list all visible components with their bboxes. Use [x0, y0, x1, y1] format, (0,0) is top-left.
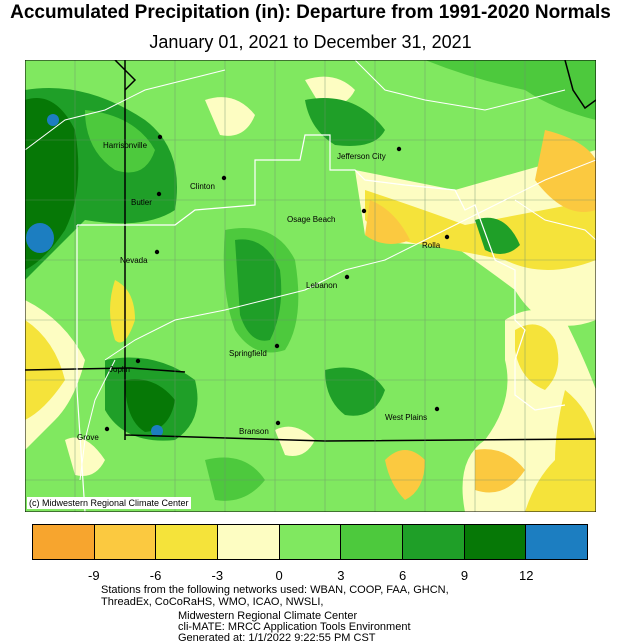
city-harrisonville: Harrisonville: [103, 134, 163, 150]
legend-tick-label: -9: [87, 568, 100, 583]
legend-swatch: [33, 525, 95, 559]
map-credit: (c) Midwestern Regional Climate Center: [27, 497, 191, 509]
svg-text:West Plains: West Plains: [385, 413, 427, 422]
footer-line-4: cli-MATE: MRCC Application Tools Environ…: [178, 621, 411, 633]
svg-text:Lebanon: Lebanon: [306, 281, 337, 290]
legend-swatch: [94, 525, 157, 559]
city-clinton: Clinton: [190, 175, 227, 191]
legend-swatch: [218, 525, 280, 559]
legend-swatch: [526, 525, 588, 559]
map-title: Accumulated Precipitation (in): Departur…: [10, 2, 611, 23]
svg-text:Nevada: Nevada: [120, 256, 148, 265]
svg-text:Osage Beach: Osage Beach: [287, 215, 335, 224]
legend-tick-label: 12: [518, 568, 534, 583]
map-subtitle: January 01, 2021 to December 31, 2021: [149, 32, 472, 52]
footer-line-1: Stations from the following networks use…: [101, 584, 449, 596]
legend-tick-label: -3: [211, 568, 224, 583]
city-rolla: Rolla: [422, 234, 450, 250]
city-joplin: Joplin: [109, 358, 141, 374]
svg-text:Grove: Grove: [77, 433, 99, 442]
legend-ticks: -9 -6 -3 0 3 6 9 12: [0, 568, 621, 584]
legend-tick-label: 6: [399, 568, 407, 583]
city-branson: Branson: [239, 420, 281, 436]
city-jefferson-city: Jefferson City: [337, 146, 402, 161]
footer-line-5: Generated at: 1/1/2022 9:22:55 PM CST: [178, 632, 376, 644]
svg-text:Joplin: Joplin: [109, 365, 130, 374]
legend-tick-label: 3: [337, 568, 345, 583]
legend-swatch: [279, 525, 342, 559]
svg-text:Harrisonville: Harrisonville: [103, 141, 148, 150]
city-lebanon: Lebanon: [306, 274, 350, 290]
city-nevada: Nevada: [120, 249, 160, 265]
legend-swatch: [156, 525, 219, 559]
legend-swatch: [341, 525, 404, 559]
precipitation-map: Harrisonville Jefferson City Clinton But…: [25, 60, 596, 512]
city-grove: Grove: [77, 426, 110, 442]
svg-text:Rolla: Rolla: [422, 241, 441, 250]
legend-tick-label: -6: [149, 568, 162, 583]
footer-line-2: ThreadEx, CoCoRaHS, WMO, ICAO, NWSLI,: [101, 596, 324, 608]
city-west-plains: West Plains: [385, 406, 440, 422]
legend-color-bar: [32, 524, 588, 560]
svg-text:Butler: Butler: [131, 198, 152, 207]
city-osage-beach: Osage Beach: [287, 208, 367, 224]
svg-text:Branson: Branson: [239, 427, 269, 436]
city-butler: Butler: [131, 191, 162, 207]
legend-tick-label: 0: [275, 568, 283, 583]
svg-text:Jefferson City: Jefferson City: [337, 152, 386, 161]
svg-text:Springfield: Springfield: [229, 349, 267, 358]
svg-text:Clinton: Clinton: [190, 182, 215, 191]
legend-swatch: [403, 525, 465, 559]
city-springfield: Springfield: [229, 343, 280, 358]
legend-tick-label: 9: [460, 568, 469, 583]
footer-line-3: Midwestern Regional Climate Center: [178, 610, 358, 622]
legend-swatch: [464, 525, 527, 559]
